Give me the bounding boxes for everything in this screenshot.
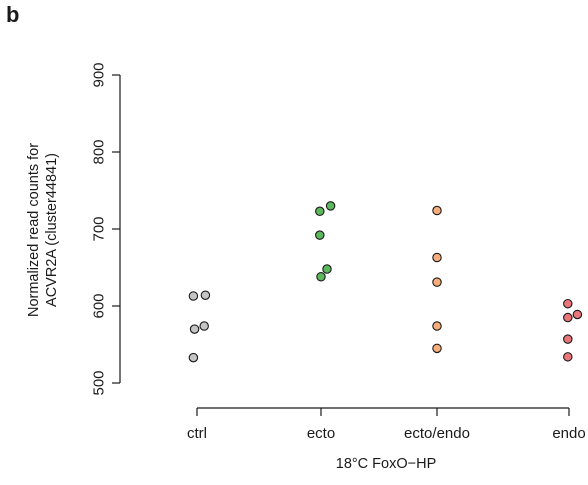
data-point <box>189 324 200 334</box>
data-point <box>322 264 332 274</box>
y-axis: 500 600 700 800 900 <box>90 62 121 396</box>
data-point <box>432 252 442 263</box>
data-point <box>572 309 583 320</box>
x-axis: ctrl ecto ecto/endo endo <box>187 407 586 442</box>
x-tick-label: endo <box>552 425 585 442</box>
data-point <box>200 290 211 300</box>
data-point <box>188 352 199 363</box>
y-axis-title-line-1: Normalized read counts for <box>26 143 42 317</box>
data-points <box>188 201 583 363</box>
data-point <box>188 291 199 301</box>
data-point <box>199 321 209 331</box>
data-point <box>432 343 442 354</box>
y-tick-label: 600 <box>90 293 107 318</box>
y-tick-label: 700 <box>90 216 107 241</box>
y-tick-label: 900 <box>90 62 107 87</box>
data-point <box>432 205 442 216</box>
data-point <box>563 312 573 323</box>
data-point <box>563 334 573 344</box>
data-point <box>315 206 325 217</box>
data-point <box>316 271 326 282</box>
data-point <box>432 277 442 287</box>
data-point <box>563 352 573 362</box>
x-axis-title: 18°C FoxO−HP <box>336 456 437 472</box>
data-point <box>563 298 573 309</box>
y-axis-title-line-2: ACVR2A (cluster44841) <box>44 153 60 307</box>
data-point <box>315 230 325 240</box>
y-tick-label: 800 <box>90 139 107 164</box>
x-tick-label: ecto <box>307 425 335 442</box>
x-tick-label: ctrl <box>187 425 207 442</box>
x-tick-label: ecto/endo <box>404 425 470 442</box>
data-point <box>432 321 442 331</box>
data-point <box>325 201 336 211</box>
y-tick-label: 500 <box>90 370 107 395</box>
panel-label: b <box>6 2 20 27</box>
